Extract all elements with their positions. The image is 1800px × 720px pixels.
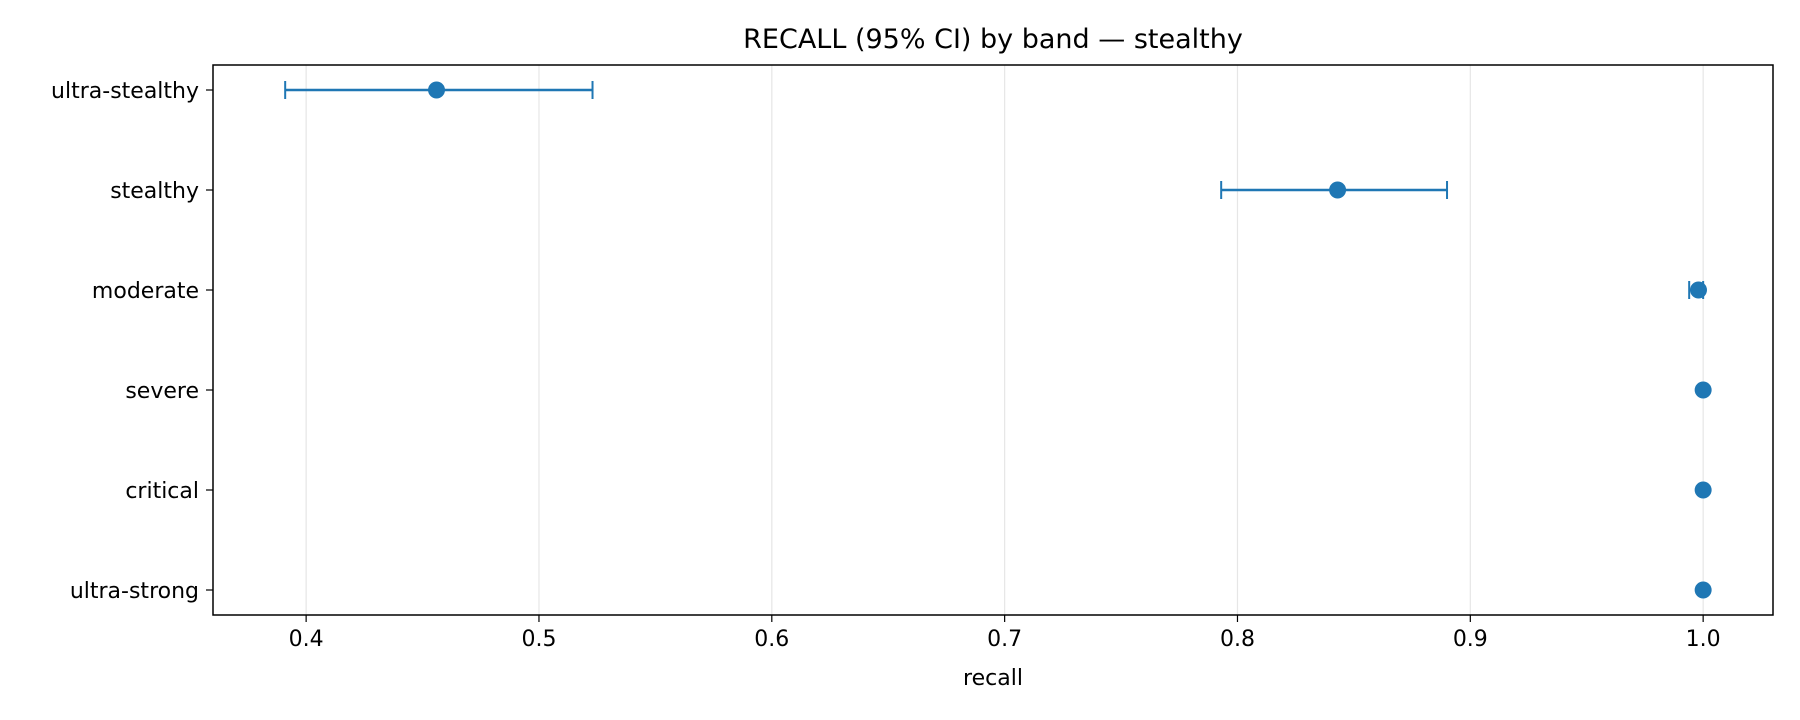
data-point (1694, 381, 1712, 399)
y-tick-label: ultra-stealthy (51, 79, 199, 104)
chart-title: RECALL (95% CI) by band — stealthy (743, 24, 1243, 55)
data-point (1694, 581, 1712, 599)
data-point-group (284, 81, 594, 99)
axes: 0.4 0.5 0.6 0.7 0.8 0.9 1.0 ultra-stealthy steal… (51, 79, 1721, 652)
y-tick-label: critical (125, 479, 199, 504)
data-point (1689, 281, 1707, 299)
x-tick-label: 0.8 (1220, 627, 1255, 652)
data-point-group (1688, 281, 1707, 299)
x-tick-label: 1.0 (1686, 627, 1721, 652)
data-point-group (1220, 181, 1449, 199)
data-point-group (1694, 581, 1712, 599)
x-tick-label: 0.6 (754, 627, 789, 652)
x-tick-label: 0.7 (987, 627, 1022, 652)
grid-lines (305, 65, 1704, 615)
data-point (428, 81, 446, 99)
y-tick-label: stealthy (110, 179, 199, 204)
y-tick-label: ultra-strong (70, 579, 199, 604)
data-point-group (1694, 381, 1712, 399)
plot-frame (212, 64, 1774, 616)
data-series (284, 81, 1712, 599)
data-point (1329, 181, 1347, 199)
y-tick-label: severe (125, 379, 199, 404)
x-tick-label: 0.4 (289, 627, 324, 652)
y-tick-label: moderate (92, 279, 199, 304)
data-point (1694, 481, 1712, 499)
x-tick-label: 0.5 (521, 627, 556, 652)
data-point-group (1694, 481, 1712, 499)
x-tick-label: 0.9 (1453, 627, 1488, 652)
x-axis-label: recall (963, 666, 1023, 691)
